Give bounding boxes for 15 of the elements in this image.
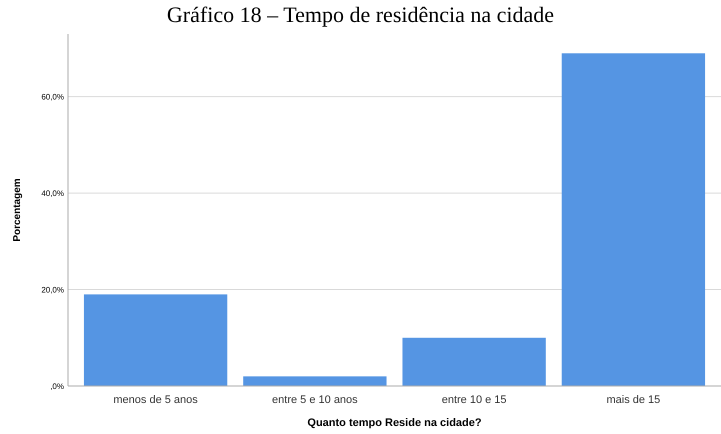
- y-tick-label: 20,0%: [41, 285, 64, 294]
- x-tick-label: entre 5 e 10 anos: [272, 394, 358, 406]
- y-tick-label: 40,0%: [41, 188, 64, 198]
- y-axis-title: Porcentagem: [12, 178, 23, 242]
- bar: [84, 294, 228, 386]
- chart-title: Gráfico 18 – Tempo de residência na cidade: [166, 2, 554, 27]
- x-tick-label: menos de 5 anos: [113, 394, 198, 406]
- bar: [402, 338, 546, 386]
- x-axis-title: Quanto tempo Reside na cidade?: [307, 417, 482, 429]
- y-tick-label: ,0%: [50, 382, 64, 391]
- x-tick-label: entre 10 e 15: [442, 394, 507, 406]
- y-tick-label: 60,0%: [41, 92, 64, 102]
- bar: [562, 53, 706, 386]
- x-tick-label: mais de 15: [606, 394, 660, 406]
- bar: [243, 376, 387, 386]
